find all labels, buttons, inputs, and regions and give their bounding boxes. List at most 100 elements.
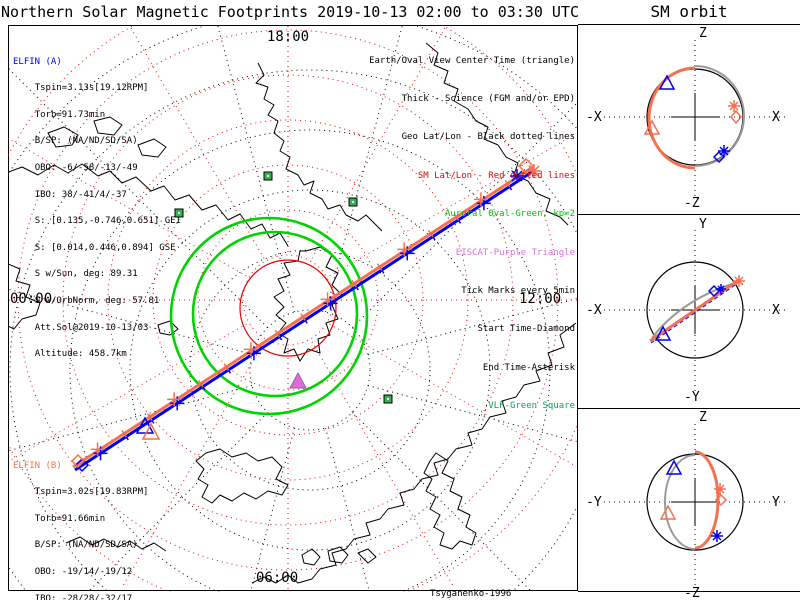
model-name: Tsyganenko-1996 xyxy=(430,589,512,599)
info-line: B/SP: (NA/ND/SD/SA) xyxy=(34,136,138,147)
asterisk-marker-b xyxy=(718,145,730,157)
grid-line xyxy=(352,412,533,592)
legend-line: End Time-Asterisk xyxy=(482,362,575,373)
axis-label: -X xyxy=(586,110,602,125)
grid-line xyxy=(128,25,265,259)
trajectories xyxy=(72,165,536,472)
grid-line xyxy=(87,412,268,592)
asterisk-marker-a xyxy=(728,100,740,112)
diamond-marker-b xyxy=(712,150,726,164)
sm-high-lat-circle xyxy=(239,259,337,357)
axis-label: Z xyxy=(699,410,707,425)
grid-line xyxy=(311,25,448,259)
info-line: B/SP: (NA/ND/SD/SA) xyxy=(34,540,138,551)
grid-line xyxy=(300,313,306,321)
axis-label: -X xyxy=(586,303,602,318)
auroral-oval xyxy=(169,216,369,416)
credits: Tsyganenko-1996 Created: Wed Jan 25 17:4… xyxy=(418,559,597,600)
grid-line xyxy=(249,427,295,592)
info-line: S: [0.014,0.446,0.894] GSE xyxy=(34,242,176,253)
grid-circle xyxy=(62,74,514,526)
grid-line xyxy=(8,137,247,277)
elfin-a-info: ELFIN (A) Tspin=3.13s[19.12RPM] Torb=91.… xyxy=(13,29,181,375)
legend-line: Auroral Oval-Green, kp=2 xyxy=(444,209,575,220)
grid-circle xyxy=(107,119,469,481)
grid-circle xyxy=(129,189,491,551)
end-asterisk-b xyxy=(510,169,524,183)
diamond-marker-a xyxy=(730,109,742,125)
sm-grid-red-dotted xyxy=(8,25,578,592)
triangle-marker-b xyxy=(658,74,676,90)
grid-circle xyxy=(152,164,424,436)
legend-line: Geo Lat/Lon - Black dotted lines xyxy=(401,132,575,143)
start-diamond-b xyxy=(74,457,90,473)
grid-circle xyxy=(17,29,559,571)
eiscat-triangle xyxy=(289,371,307,389)
info-line: S w/OrbNorm, deg: 57.81 xyxy=(34,295,160,306)
legend-line: SM Lat/Lon - Red dotted lines xyxy=(417,170,575,181)
axis-label: X xyxy=(772,110,780,125)
info-line: IBO: 38/-41/4/-37 xyxy=(34,189,127,200)
axis-label: -Y xyxy=(586,495,602,510)
view-center-triangle-b xyxy=(135,416,155,434)
start-diamond-a xyxy=(70,453,86,469)
page-title: Northern Solar Magnetic Footprints 2019-… xyxy=(1,3,579,21)
asterisk-marker-b xyxy=(716,284,726,294)
legend-line: Tick Marks every 5min xyxy=(461,285,575,296)
grid-line xyxy=(504,179,511,188)
axis-label: Z xyxy=(699,26,707,41)
info-line: Tspin=3.02s[19.83RPM] xyxy=(34,487,149,498)
sm-orbit-panels: Z -Z -X X Y -Y -X X xyxy=(578,24,800,600)
five-min-tick-marks xyxy=(90,179,513,461)
grid-line xyxy=(351,279,357,288)
info-line: Torb=91.73min xyxy=(34,109,106,120)
info-line: IBO: -28/28/-32/17 xyxy=(34,593,133,600)
mlt-label-00: 00:00 xyxy=(10,291,52,307)
mlt-label-06: 06:00 xyxy=(256,570,298,586)
grid-line xyxy=(325,427,371,592)
end-asterisk-a xyxy=(527,164,541,178)
mlt-label-12: 12:00 xyxy=(519,291,561,307)
end-diamond-a xyxy=(517,157,535,175)
info-line: Torb=91.66min xyxy=(34,513,106,524)
sm-orbit-title: SM orbit xyxy=(650,2,728,21)
vlf-squares xyxy=(174,171,393,404)
triangle-marker-a xyxy=(659,504,677,520)
elfin-b-info: ELFIN (B) Tspin=3.02s[19.83RPM] Torb=91.… xyxy=(13,433,181,600)
info-line: Altitude: 458.7km xyxy=(34,349,127,360)
info-line: Tspin=3.13s[19.12RPM] xyxy=(34,83,149,94)
orbit-panel-yz: Z -Z -Y Y xyxy=(586,410,786,600)
geo-grid-black-dotted xyxy=(8,25,578,592)
grid-line xyxy=(146,413,153,421)
grid-line xyxy=(329,323,575,466)
legend-line: EISCAT-Purple Triangle xyxy=(455,247,575,258)
info-line: OBO: -19/14/-19/12 xyxy=(34,566,133,577)
info-line: OBO: -6/-58/-13/-49 xyxy=(34,162,138,173)
grid-line xyxy=(325,25,403,313)
map-legend: Earth/Oval View Center Time (triangle) T… xyxy=(369,29,575,439)
elfin-b-label: ELFIN (B) xyxy=(13,460,62,471)
asterisk-marker-a xyxy=(714,483,726,495)
asterisk-marker-a xyxy=(733,275,745,287)
polar-footprint-map: 18:00 00:00 12:00 06:00 xyxy=(8,25,578,592)
grid-line xyxy=(122,341,265,587)
grid-line xyxy=(8,323,247,463)
info-line: S w/Sun, deg: 89.31 xyxy=(34,269,138,280)
axis-label: X xyxy=(772,303,780,318)
elfin-a-label: ELFIN (A) xyxy=(13,56,62,67)
triangle-marker-b xyxy=(654,325,672,341)
info-line: S: [0.135,-0.746,0.651] GEI xyxy=(34,216,181,227)
grid-line xyxy=(197,379,204,388)
grid-circle xyxy=(69,129,551,592)
triangle-marker-a xyxy=(643,119,661,135)
orbit-panel-xy: Y -Y -X X xyxy=(586,217,786,405)
grid-circle xyxy=(249,309,371,431)
coastlines xyxy=(8,42,577,584)
mlt-label-18: 18:00 xyxy=(267,29,309,45)
legend-line: VLF-Green Square xyxy=(488,401,575,412)
legend-line: Thick - Science (FGM and/or EPD) xyxy=(401,93,575,104)
triangle-marker-b xyxy=(665,459,683,475)
view-center-triangle-a xyxy=(141,422,161,440)
legend-line: Start Time-Diamond xyxy=(477,324,575,335)
axis-label: Y xyxy=(772,495,780,510)
